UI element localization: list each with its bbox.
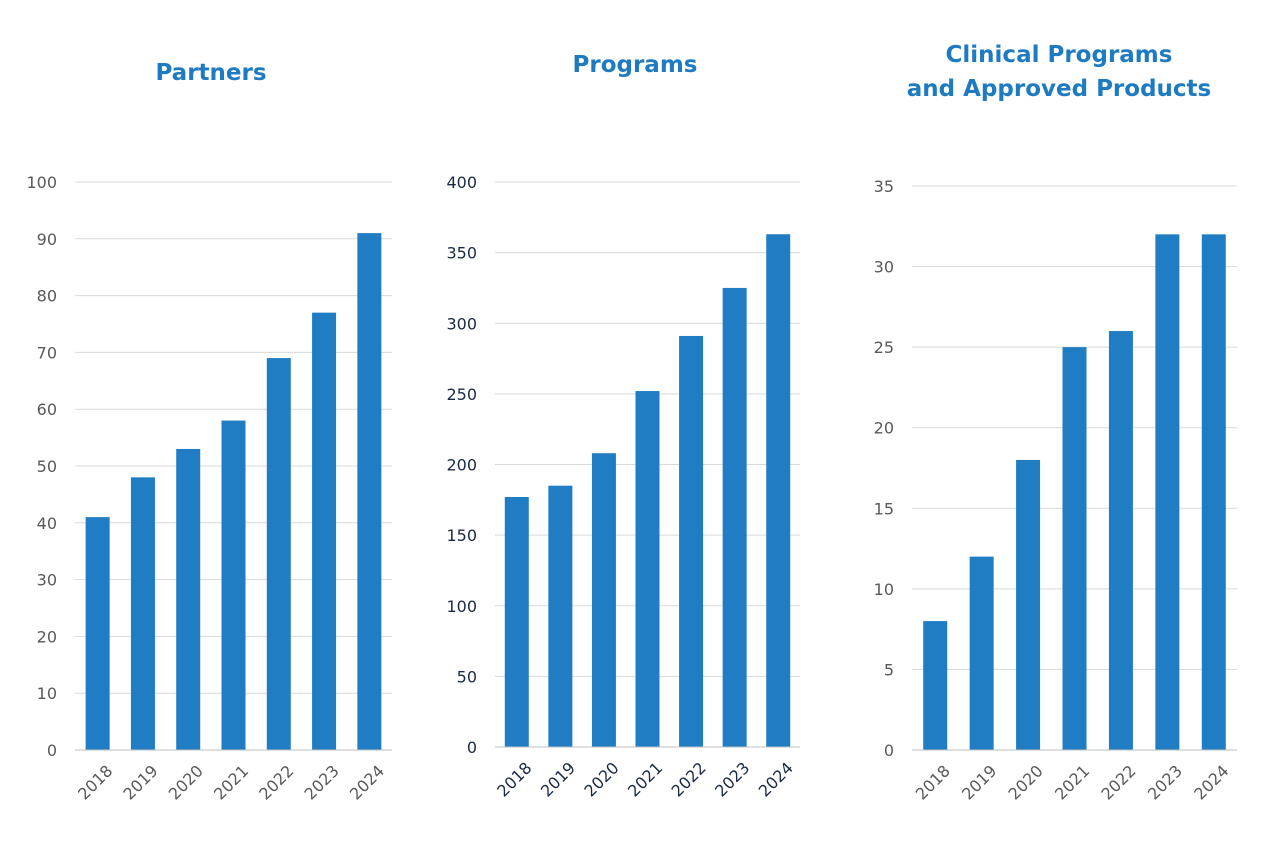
- x-tick-label: 2024: [1190, 761, 1232, 803]
- x-tick-label: 2022: [255, 761, 297, 803]
- chart-title: Partners: [155, 60, 266, 86]
- chart-3: Clinical Programs and Approved Products 0 5…: [874, 42, 1237, 804]
- y-tick-label: 0: [467, 738, 477, 757]
- bar-2024: [1201, 234, 1226, 751]
- x-tick-label: 2024: [755, 758, 797, 800]
- chart-title: Clinical Programs: [946, 42, 1173, 68]
- x-tick-label: 2023: [711, 758, 753, 800]
- x-tick-label: 2019: [537, 758, 579, 800]
- y-tick-label: 5: [884, 660, 894, 679]
- y-tick-label: 0: [47, 741, 57, 760]
- x-tick-label: 2021: [1051, 761, 1093, 803]
- y-tick-label: 200: [446, 456, 477, 475]
- x-tick-label: 2023: [301, 761, 343, 803]
- y-tick-label: 80: [37, 287, 57, 306]
- bar-2020: [176, 448, 201, 750]
- x-tick-label: 2018: [912, 761, 954, 803]
- bar-2020: [591, 453, 616, 747]
- y-tick-label: 0: [884, 741, 894, 760]
- y-tick-label: 50: [457, 667, 477, 686]
- y-tick-label: 20: [37, 627, 57, 646]
- bar-2021: [1062, 347, 1087, 750]
- x-tick-label: 2020: [165, 761, 207, 803]
- x-tick-label: 2019: [958, 761, 1000, 803]
- x-tick-label: 2022: [668, 758, 710, 800]
- chart-2: Programs 0 50 100 150 200 250 300 350 400 2018 2019…: [446, 52, 800, 801]
- x-tick-label: 2018: [74, 761, 116, 803]
- bar-2020: [1016, 459, 1041, 750]
- y-tick-label: 400: [446, 173, 477, 192]
- bar-2022: [266, 358, 291, 750]
- bar-2021: [221, 420, 246, 750]
- y-tick-label: 20: [874, 419, 894, 438]
- y-tick-label: 250: [446, 385, 477, 404]
- x-tick-label: 2020: [580, 758, 622, 800]
- y-tick-label: 350: [446, 244, 477, 263]
- x-tick-label: 2020: [1005, 761, 1047, 803]
- y-tick-label: 300: [446, 314, 477, 333]
- y-tick-label: 10: [874, 580, 894, 599]
- y-tick-label: 25: [874, 338, 894, 357]
- bar-2022: [679, 335, 704, 747]
- y-tick-label: 30: [874, 258, 894, 277]
- bar-2019: [548, 485, 573, 747]
- x-tick-label: 2018: [493, 758, 535, 800]
- y-tick-label: 100: [446, 597, 477, 616]
- x-tick-label: 2023: [1144, 761, 1186, 803]
- y-tick-label: 90: [37, 230, 57, 249]
- y-tick-label: 35: [874, 177, 894, 196]
- y-tick-label: 150: [446, 526, 477, 545]
- bar-2023: [312, 312, 337, 750]
- bar-2018: [85, 517, 110, 750]
- bar-2023: [1155, 234, 1180, 751]
- x-tick-label: 2022: [1097, 761, 1139, 803]
- chart-title: Programs: [573, 52, 698, 78]
- bar-2022: [1108, 331, 1133, 750]
- x-tick-label: 2019: [119, 761, 161, 803]
- bar-2019: [130, 477, 155, 750]
- x-tick-label: 2024: [346, 761, 388, 803]
- y-tick-label: 40: [37, 514, 57, 533]
- bar-2019: [969, 556, 994, 750]
- bar-2024: [766, 234, 791, 747]
- y-tick-label: 10: [37, 684, 57, 703]
- y-tick-label: 60: [37, 400, 57, 419]
- chart-title: and Approved Products: [907, 76, 1211, 102]
- bar-2023: [722, 287, 747, 747]
- y-tick-label: 30: [37, 571, 57, 590]
- bar-2021: [635, 391, 660, 747]
- y-tick-label: 70: [37, 343, 57, 362]
- bar-2018: [923, 621, 948, 750]
- x-tick-label: 2021: [624, 758, 666, 800]
- y-tick-label: 100: [26, 173, 57, 192]
- bar-2024: [357, 233, 382, 750]
- bar-2018: [504, 496, 529, 747]
- x-tick-label: 2021: [210, 761, 252, 803]
- y-tick-label: 50: [37, 457, 57, 476]
- y-tick-label: 15: [874, 499, 894, 518]
